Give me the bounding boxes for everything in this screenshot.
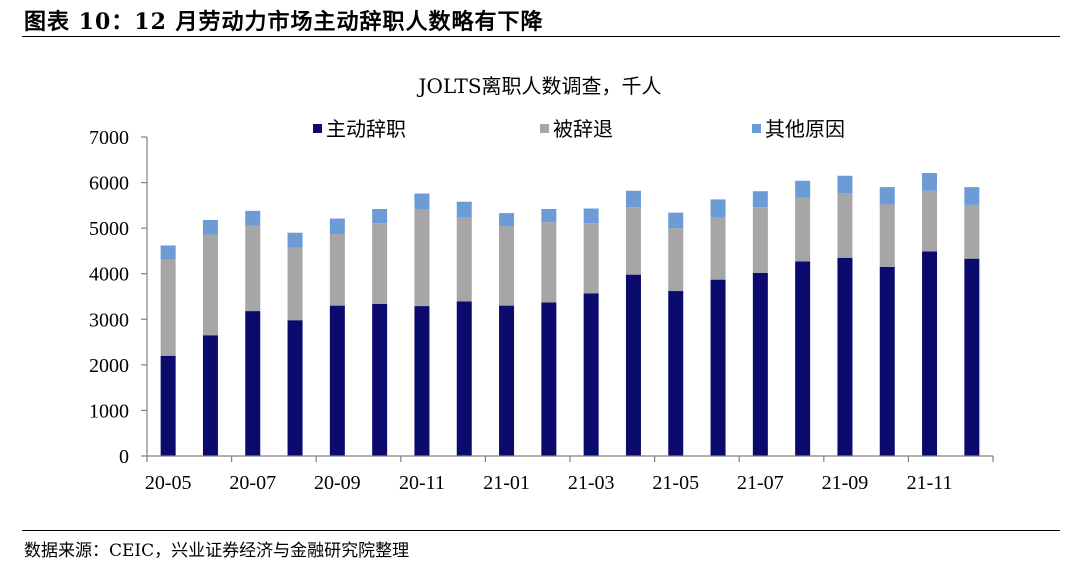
y-tick-label: 7000 <box>89 127 129 149</box>
bar-segment-other <box>245 210 261 226</box>
bar-segment-other <box>879 187 895 205</box>
bar-segment-layoffs <box>668 228 684 292</box>
bar-segment-layoffs <box>583 223 599 294</box>
x-axis: 20-05 20-07 20-09 20-11 21-01 21-03 21-05 21-07… <box>145 455 994 494</box>
bar-segment-layoffs <box>160 259 176 356</box>
bar-segment-other <box>710 199 726 218</box>
bar-segment-quits <box>202 335 218 456</box>
bar-segment-other <box>583 208 599 224</box>
source-note: 数据来源：CEIC，兴业证券经济与金融研究院整理 <box>24 541 410 561</box>
bar-segment-other <box>499 213 515 227</box>
bar-segment-layoffs <box>922 190 938 252</box>
legend: 主动辞职 被辞退 其他原因 <box>313 117 845 141</box>
bar-segment-layoffs <box>879 204 895 267</box>
bar-segment-other <box>456 201 472 218</box>
x-tick-label: 21-01 <box>483 472 530 494</box>
bar-segment-layoffs <box>499 226 515 306</box>
bar-segment-layoffs <box>245 225 261 312</box>
y-tick-label: 5000 <box>89 218 129 240</box>
legend-label: 其他原因 <box>765 117 845 141</box>
legend-item: 其他原因 <box>752 117 845 141</box>
chart-title: JOLTS离职人数调查，千人 <box>416 74 661 98</box>
bar-segment-quits <box>837 257 853 456</box>
bar-segment-layoffs <box>456 217 472 302</box>
legend-item: 被辞退 <box>540 117 613 141</box>
bar-segment-layoffs <box>625 207 641 275</box>
bar-segment-quits <box>710 279 726 456</box>
bars <box>160 173 980 456</box>
y-tick-label: 1000 <box>89 400 129 422</box>
y-tick-label: 2000 <box>89 355 129 377</box>
legend-item: 主动辞职 <box>313 117 406 141</box>
bar-segment-other <box>625 190 641 208</box>
bar-segment-layoffs <box>541 222 557 303</box>
x-tick-label: 21-07 <box>737 472 784 494</box>
legend-label: 被辞退 <box>553 117 613 141</box>
x-tick-label: 20-07 <box>229 472 276 494</box>
bar-segment-layoffs <box>710 217 726 280</box>
bar-segment-quits <box>287 320 303 456</box>
bottom-rule <box>22 530 1060 531</box>
y-tick-label: 4000 <box>89 264 129 286</box>
bar-segment-quits <box>499 305 515 456</box>
bar-segment-layoffs <box>202 234 218 336</box>
bar-segment-layoffs <box>329 234 345 306</box>
bar-segment-other <box>837 175 853 194</box>
bar-segment-other <box>541 209 557 223</box>
legend-label: 主动辞职 <box>326 117 406 141</box>
bar-segment-quits <box>964 258 980 456</box>
y-tick-label: 6000 <box>89 173 129 195</box>
bar-segment-quits <box>414 306 430 456</box>
bar-segment-quits <box>160 355 176 456</box>
jolts-stacked-bar-chart: JOLTS离职人数调查，千人 主动辞职 被辞退 其他原因 0 1000 2000 3000… <box>89 74 994 494</box>
x-tick-label: 21-11 <box>907 472 953 494</box>
x-tick-label: 21-09 <box>822 472 869 494</box>
bar-segment-other <box>287 232 303 248</box>
bar-segment-layoffs <box>372 223 388 304</box>
bar-segment-quits <box>372 303 388 456</box>
x-tick-label: 20-09 <box>314 472 361 494</box>
bar-segment-quits <box>668 291 684 456</box>
bar-segment-layoffs <box>287 247 303 321</box>
top-rule <box>22 36 1060 37</box>
bar-segment-quits <box>795 261 811 456</box>
bar-segment-layoffs <box>795 197 811 262</box>
bar-segment-quits <box>922 251 938 456</box>
bar-segment-other <box>752 191 768 208</box>
bar-segment-layoffs <box>837 193 853 258</box>
bar-segment-layoffs <box>964 204 980 259</box>
bar-segment-other <box>922 173 938 191</box>
bar-segment-other <box>372 209 388 224</box>
figure-title: 图表 10：12 月劳动力市场主动辞职人数略有下降 <box>24 9 544 35</box>
bar-segment-quits <box>879 266 895 456</box>
legend-swatch <box>752 124 761 133</box>
y-tick-label: 3000 <box>89 309 129 331</box>
bar-segment-layoffs <box>752 207 768 273</box>
bar-segment-quits <box>583 293 599 456</box>
legend-swatch <box>540 124 549 133</box>
bar-segment-quits <box>752 272 768 456</box>
bar-segment-other <box>329 218 345 235</box>
bar-segment-other <box>964 187 980 205</box>
bar-segment-other <box>160 245 176 260</box>
bar-segment-other <box>414 193 430 209</box>
bar-segment-quits <box>329 305 345 456</box>
legend-swatch <box>313 124 322 133</box>
bar-segment-other <box>202 219 218 235</box>
bar-segment-quits <box>245 311 261 456</box>
x-tick-label: 20-05 <box>145 472 192 494</box>
x-tick-label: 20-11 <box>399 472 445 494</box>
bar-segment-quits <box>625 274 641 456</box>
x-tick-label: 21-03 <box>568 472 615 494</box>
bar-segment-layoffs <box>414 209 430 307</box>
x-tick-label: 21-05 <box>652 472 699 494</box>
bar-segment-other <box>795 180 811 198</box>
bar-segment-other <box>668 212 684 229</box>
bar-segment-quits <box>541 302 557 456</box>
y-axis: 0 1000 2000 3000 4000 5000 6000 7000 <box>89 127 148 468</box>
y-tick-label: 0 <box>119 446 129 468</box>
bar-segment-quits <box>456 301 472 456</box>
